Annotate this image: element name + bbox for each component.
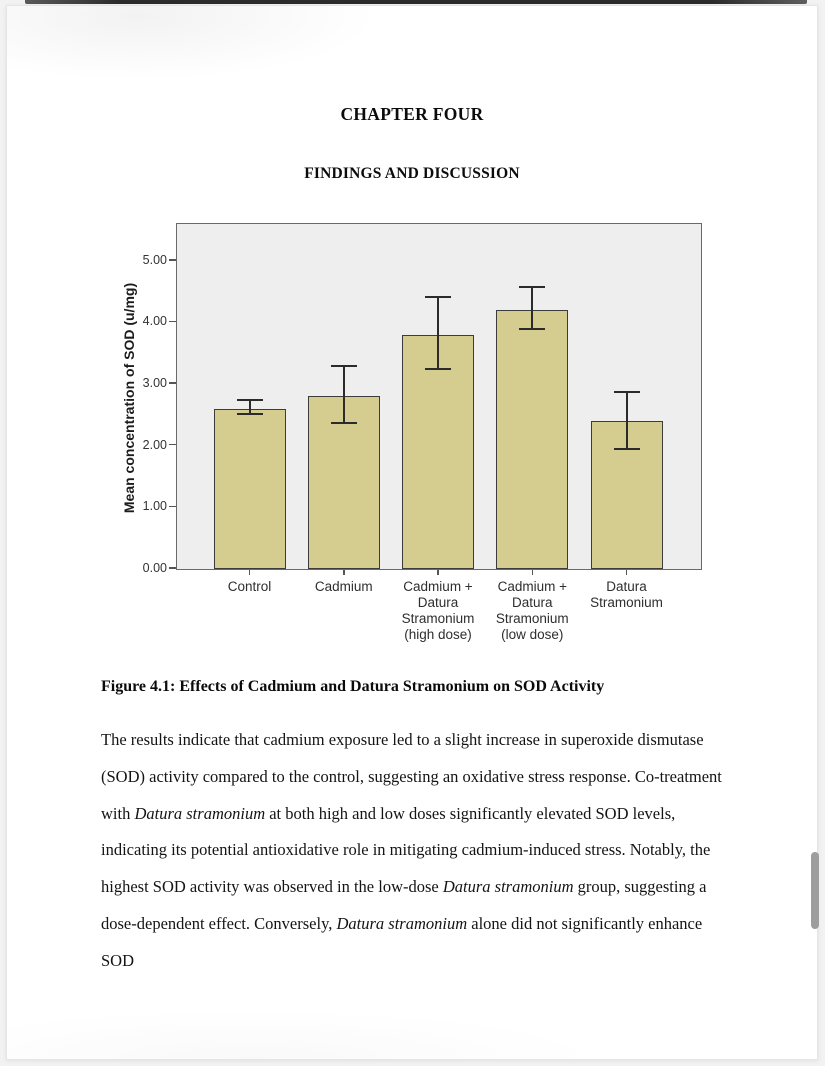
- scrollbar-thumb[interactable]: [811, 852, 819, 929]
- chapter-heading: CHAPTER FOUR: [340, 104, 484, 124]
- document-page: CHAPTER FOUR FINDINGS AND DISCUSSION Mea…: [6, 5, 818, 1060]
- error-bar-stem: [437, 296, 439, 369]
- paragraph-text: group, suggesting a dose-dependent effec…: [101, 877, 707, 933]
- x-category-label: Control: [227, 579, 272, 594]
- error-bar-cap-bottom: [330, 422, 357, 425]
- body-paragraph: The results indicate that cadmium exposu…: [101, 722, 729, 980]
- bar-1: [213, 408, 286, 569]
- error-bar-stem: [342, 366, 345, 424]
- species-name-italic: Datura stramonium: [442, 877, 574, 897]
- x-category-label: Cadmium + Datura Stramonium (low dose): [495, 579, 569, 642]
- error-bar-cap-bottom: [519, 328, 546, 331]
- x-category-label: Cadmium: [314, 579, 373, 594]
- bar-3: [402, 334, 474, 569]
- x-tick-mark: [437, 569, 439, 575]
- species-name-italic: Datura stramonium: [134, 803, 266, 823]
- y-tick-label: 2.00: [142, 437, 167, 452]
- x-category-label: Cadmium + Datura Stramonium (high dose): [401, 579, 475, 642]
- y-tick-label: 5.00: [142, 252, 167, 267]
- previous-page-edge: [25, 0, 807, 4]
- error-bar-stem: [625, 391, 628, 449]
- error-bar-cap-bottom: [425, 367, 451, 370]
- y-tick-mark: [168, 505, 176, 508]
- paragraph-text: alone did not significantly enhance SOD: [101, 913, 703, 970]
- error-bar-cap-top: [613, 390, 640, 393]
- error-bar-cap-bottom: [236, 412, 263, 415]
- x-tick-mark: [248, 569, 251, 575]
- y-tick-label: 1.00: [142, 499, 167, 514]
- paragraph-text: at both high and low doses significantly…: [101, 803, 711, 897]
- y-tick-label: 3.00: [142, 376, 167, 391]
- y-tick-mark: [168, 382, 176, 384]
- x-category-label: Datura Stramonium: [590, 579, 663, 610]
- y-tick-mark: [168, 443, 176, 446]
- error-bar-cap-top: [519, 285, 546, 288]
- y-tick-label: 0.00: [142, 561, 167, 575]
- paragraph-text: The results indicate that cadmium exposu…: [101, 730, 722, 823]
- x-tick-mark: [343, 569, 345, 575]
- plot-area: 0.00 1.00 2.00 3.00 4.00 5.00 Control Cadmium Ca…: [143, 223, 702, 642]
- error-bar-cap-top: [425, 295, 451, 298]
- figure-4-1-bar-chart: Mean concentration of SOD (u/mg) 0.00 1.0…: [107, 216, 717, 648]
- error-bar-cap-bottom: [613, 448, 640, 451]
- y-tick-mark: [168, 567, 176, 569]
- species-name-italic: Datura stramonium: [336, 913, 468, 933]
- x-tick-mark: [625, 569, 628, 575]
- error-bar-stem: [248, 399, 251, 414]
- error-bar-cap-top: [236, 398, 263, 401]
- y-tick-mark: [168, 259, 176, 261]
- figure-caption: Figure 4.1: Effects of Cadmium and Datur…: [101, 678, 605, 695]
- bar-2: [307, 396, 380, 569]
- error-bar-cap-top: [330, 365, 357, 368]
- x-tick-mark: [531, 569, 534, 575]
- bar-4: [496, 310, 569, 569]
- y-tick-mark: [168, 320, 176, 323]
- error-bar-stem: [531, 286, 534, 330]
- section-heading: FINDINGS AND DISCUSSION: [304, 165, 520, 182]
- y-tick-label: 4.00: [142, 314, 167, 329]
